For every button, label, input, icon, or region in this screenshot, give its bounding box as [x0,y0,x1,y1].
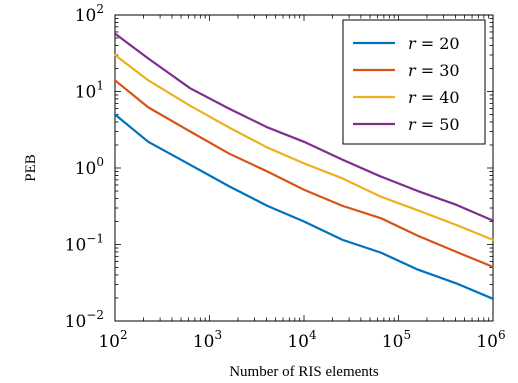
series-line-3 [113,53,495,241]
series-lines [113,32,495,300]
x-tick-label: 103 [193,328,222,352]
x-axis-label: Number of RIS elements [229,364,379,380]
x-tick-label: 104 [287,328,317,352]
y-tick-label: 101 [75,79,104,103]
y-tick-label: 100 [75,155,104,179]
series-line-2 [113,79,495,268]
series-line-4 [113,32,495,222]
y-axis-label: PEB [23,154,39,182]
x-tick-labels: 102 103 104 105 106 [98,328,505,352]
y-tick-labels: 10−2 10−1 100 101 102 [65,2,104,332]
legend-label-4: r = 50 [408,115,460,134]
x-tick-label: 106 [476,328,505,352]
legend-label-1: r = 20 [408,34,460,53]
series-line-1 [113,113,495,300]
x-tick-label: 105 [382,328,411,352]
legend-label-2: r = 30 [408,61,460,80]
legend: r = 20 r = 30 r = 40 r = 50 [342,19,486,145]
y-tick-label: 10−2 [65,308,104,332]
legend-label-3: r = 40 [408,88,460,107]
x-tick-label: 102 [98,328,127,352]
y-tick-label: 102 [75,2,104,26]
y-tick-label: 10−1 [65,232,104,256]
